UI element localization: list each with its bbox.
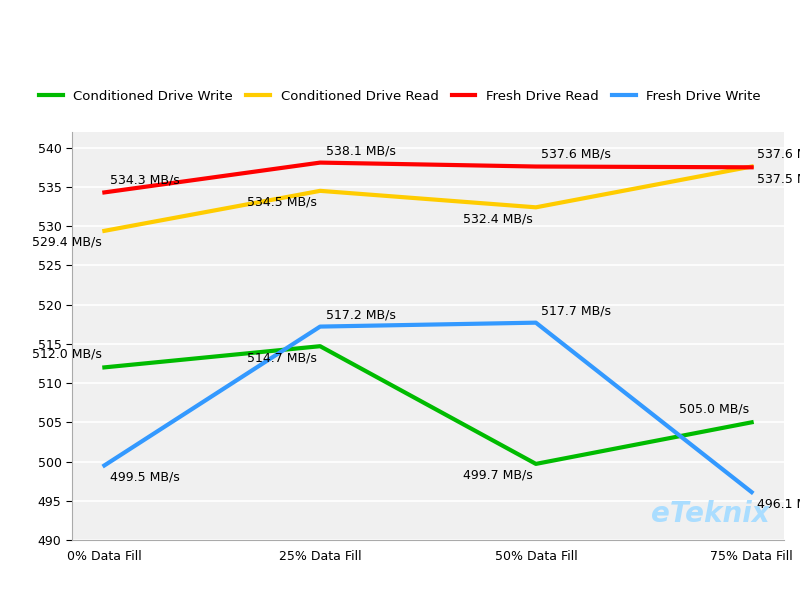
Text: 499.5 MB/s: 499.5 MB/s: [110, 470, 180, 484]
Text: 534.5 MB/s: 534.5 MB/s: [247, 196, 318, 209]
Text: 532.4 MB/s: 532.4 MB/s: [463, 212, 533, 226]
Text: 514.7 MB/s: 514.7 MB/s: [247, 351, 318, 364]
Text: 505.0 MB/s: 505.0 MB/s: [678, 403, 749, 415]
Text: 512.0 MB/s: 512.0 MB/s: [32, 347, 102, 361]
Text: 537.6 MB/s: 537.6 MB/s: [757, 148, 800, 161]
Text: CrystalDiskMark - Sequential Read & Write Performance in MB/s (Higher Is Better): CrystalDiskMark - Sequential Read & Writ…: [116, 54, 684, 68]
Text: eTeknix: eTeknix: [651, 500, 770, 528]
Legend: Conditioned Drive Write, Conditioned Drive Read, Fresh Drive Read, Fresh Drive W: Conditioned Drive Write, Conditioned Dri…: [39, 89, 761, 103]
Text: 537.5 MB/s: 537.5 MB/s: [757, 172, 800, 185]
Text: 537.6 MB/s: 537.6 MB/s: [542, 148, 611, 161]
Text: 517.2 MB/s: 517.2 MB/s: [326, 308, 395, 321]
Text: 496.1 MB/s: 496.1 MB/s: [757, 497, 800, 510]
Text: Kingston UV500 M.2 SATA SSD - 240GB: Kingston UV500 M.2 SATA SSD - 240GB: [95, 11, 705, 39]
Text: 529.4 MB/s: 529.4 MB/s: [32, 236, 102, 249]
Text: 517.7 MB/s: 517.7 MB/s: [542, 304, 611, 317]
Text: 538.1 MB/s: 538.1 MB/s: [326, 144, 395, 157]
Text: 499.7 MB/s: 499.7 MB/s: [463, 469, 533, 482]
Text: 534.3 MB/s: 534.3 MB/s: [110, 174, 180, 187]
